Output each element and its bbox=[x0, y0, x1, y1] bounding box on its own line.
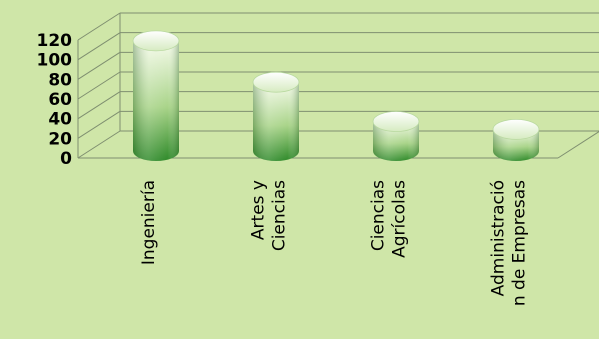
bar bbox=[252, 71, 300, 161]
bar-top bbox=[372, 111, 420, 132]
gridline-side bbox=[77, 91, 121, 120]
bar-shade bbox=[253, 82, 299, 161]
y-tick-label: 40 bbox=[48, 110, 72, 130]
y-tick-label: 60 bbox=[48, 90, 72, 110]
y-tick-label: 80 bbox=[48, 70, 72, 90]
x-category-label: Artes y Ciencias bbox=[248, 180, 289, 251]
x-category-label: Ciencias Agrícolas bbox=[368, 180, 409, 258]
gridlines bbox=[77, 12, 599, 159]
x-category-label-line: Ingeniería bbox=[139, 180, 159, 265]
bar bbox=[132, 30, 180, 161]
y-tick-label: 100 bbox=[37, 51, 73, 71]
x-axis-labels: Ingeniería Artes y Ciencias Ciencias Agrícol… bbox=[139, 180, 530, 306]
bar-top bbox=[252, 71, 300, 93]
x-category-label-line: Ciencias bbox=[368, 180, 388, 251]
x-category-label-line: Administració bbox=[488, 180, 508, 296]
gridline-side bbox=[77, 110, 121, 139]
bar-shade bbox=[373, 121, 419, 161]
y-tick-label: 120 bbox=[37, 31, 73, 51]
x-category-label: Ingeniería bbox=[139, 180, 159, 265]
y-tick-label: 0 bbox=[60, 149, 72, 169]
bar-shade bbox=[133, 40, 179, 161]
bar bbox=[492, 118, 540, 161]
gridline-side bbox=[77, 32, 121, 61]
x-category-label-line: Artes y bbox=[248, 180, 268, 240]
bar-top bbox=[492, 118, 540, 140]
floor-right-edge bbox=[557, 131, 599, 159]
gridline-side bbox=[77, 130, 121, 159]
x-category-label-line: Agrícolas bbox=[389, 180, 409, 258]
gridline-side bbox=[77, 12, 121, 41]
bar-top bbox=[132, 30, 180, 52]
x-category-label-line: Ciencias bbox=[269, 180, 289, 251]
bars bbox=[132, 30, 540, 161]
bar bbox=[372, 111, 420, 161]
x-category-label-line: n de Empresas bbox=[509, 180, 529, 306]
y-tick-label: 20 bbox=[48, 129, 72, 149]
x-category-label: Administració n de Empresas bbox=[488, 180, 529, 306]
gridline-side bbox=[77, 51, 121, 80]
gridline-side bbox=[77, 71, 121, 100]
